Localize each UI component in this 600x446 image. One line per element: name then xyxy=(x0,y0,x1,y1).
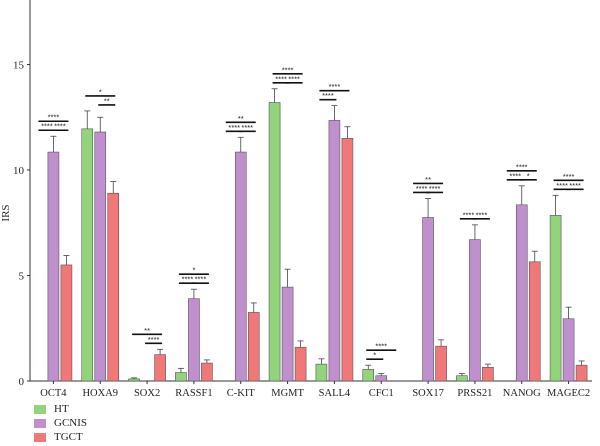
bar-tgct-oct4 xyxy=(60,264,73,382)
x-tick-label: CFC1 xyxy=(369,388,394,399)
bar-ht-sox2 xyxy=(128,378,140,382)
significance-label: ** xyxy=(425,175,431,184)
significance-label: **** xyxy=(228,123,240,132)
legend-label-gcnis: GCNIS xyxy=(54,417,88,429)
significance-label: **** xyxy=(322,91,334,100)
y-tick-label: 0 xyxy=(19,376,25,388)
significance-label: **** xyxy=(516,162,528,171)
bar-gcnis-nanog xyxy=(515,204,528,382)
bar-ht-rassf1 xyxy=(175,372,187,382)
significance-label: ** xyxy=(104,96,110,105)
significance-label: ** xyxy=(144,326,150,335)
legend-item-tgct: TGCT xyxy=(34,430,87,444)
legend-label-tgct: TGCT xyxy=(54,431,83,443)
bar-tgct-hoxa9 xyxy=(107,192,120,382)
bar-gcnis-c-kit xyxy=(234,151,247,382)
significance-label: **** xyxy=(182,275,194,284)
bar-ht-hoxa9 xyxy=(81,128,94,382)
significance-label: * xyxy=(99,87,102,96)
bar-gcnis-oct4 xyxy=(47,151,60,382)
y-axis-ticks: 0 5 10 15 xyxy=(13,60,30,388)
x-tick-label: SALL4 xyxy=(319,388,351,399)
bar-gcnis-sox17 xyxy=(422,217,434,382)
bars xyxy=(47,88,588,382)
bar-ht-magec2 xyxy=(549,215,562,382)
bar-gcnis-sall4 xyxy=(328,120,341,382)
significance-label: **** xyxy=(148,335,160,344)
significance-label: **** xyxy=(463,210,475,219)
y-tick-label: 10 xyxy=(13,165,25,177)
bar-tgct-sox17 xyxy=(435,345,447,382)
axes xyxy=(29,0,592,382)
bar-tgct-sox2 xyxy=(154,354,166,382)
bar-tgct-mgmt xyxy=(294,346,307,382)
x-tick-label: NANOG xyxy=(503,388,541,399)
bar-ht-cfc1 xyxy=(362,369,375,382)
significance-label: **** xyxy=(282,65,294,74)
significance-label: ** xyxy=(238,114,244,123)
significance-label: **** xyxy=(429,184,441,193)
significance-label: **** xyxy=(556,181,568,190)
bar-gcnis-rassf1 xyxy=(188,298,200,382)
bar-tgct-sall4 xyxy=(341,138,354,382)
x-tick-label: MGMT xyxy=(271,388,304,399)
bar-tgct-prss21 xyxy=(482,366,494,382)
bar-tgct-c-kit xyxy=(247,312,260,382)
y-tick-label: 15 xyxy=(13,60,25,72)
x-tick-label: MAGEC2 xyxy=(547,388,590,399)
significance-label: **** xyxy=(416,184,428,193)
y-axis-label: IRS xyxy=(0,204,12,221)
significance-label: **** xyxy=(288,74,300,83)
bar-gcnis-prss21 xyxy=(469,239,481,382)
significance-label: **** xyxy=(195,275,207,284)
x-tick-label: HOXA9 xyxy=(82,388,118,399)
bar-ht-sall4 xyxy=(315,363,328,382)
significance-label: * xyxy=(192,266,195,275)
bar-ht-mgmt xyxy=(268,102,281,382)
significance-label: **** xyxy=(509,171,521,180)
bar-tgct-magec2 xyxy=(575,364,588,382)
significance-label: **** xyxy=(48,113,60,122)
significance-brackets: ************************* ********* ******… xyxy=(38,65,584,360)
significance-label: **** xyxy=(563,172,575,181)
x-tick-label: SOX17 xyxy=(412,388,444,399)
legend-item-ht: HT xyxy=(34,402,87,416)
significance-label: * xyxy=(527,171,530,180)
significance-label: **** xyxy=(569,181,581,190)
x-tick-label: RASSF1 xyxy=(175,388,212,399)
bar-tgct-rassf1 xyxy=(201,362,213,382)
significance-label: **** xyxy=(241,123,253,132)
legend: HT GCNIS TGCT xyxy=(34,402,87,444)
x-axis-labels: OCT4 HOXA9 SOX2 RASSF1 C-KIT MGMT SALL4 CFC1 SOX… xyxy=(40,381,590,399)
significance-label: **** xyxy=(41,122,53,131)
bar-tgct-nanog xyxy=(528,261,541,382)
significance-label: **** xyxy=(476,210,488,219)
legend-item-gcnis: GCNIS xyxy=(34,416,87,430)
significance-label: **** xyxy=(375,342,387,351)
x-tick-label: PRSS21 xyxy=(457,388,492,399)
significance-label: **** xyxy=(54,122,66,131)
x-tick-label: OCT4 xyxy=(40,388,67,399)
legend-swatch-gcnis xyxy=(34,418,46,428)
bar-gcnis-mgmt xyxy=(281,286,294,382)
significance-label: * xyxy=(373,351,376,360)
x-tick-label: SOX2 xyxy=(134,388,160,399)
bar-ht-prss21 xyxy=(456,375,468,382)
y-tick-label: 5 xyxy=(19,271,25,283)
legend-swatch-ht xyxy=(34,404,46,414)
legend-swatch-tgct xyxy=(34,432,46,442)
bar-gcnis-magec2 xyxy=(562,318,575,382)
x-tick-label: C-KIT xyxy=(227,388,256,399)
bar-gcnis-hoxa9 xyxy=(94,131,107,382)
bar-gcnis-cfc1 xyxy=(375,375,388,382)
significance-label: **** xyxy=(329,82,341,91)
significance-label: **** xyxy=(275,74,287,83)
legend-label-ht: HT xyxy=(54,403,69,415)
